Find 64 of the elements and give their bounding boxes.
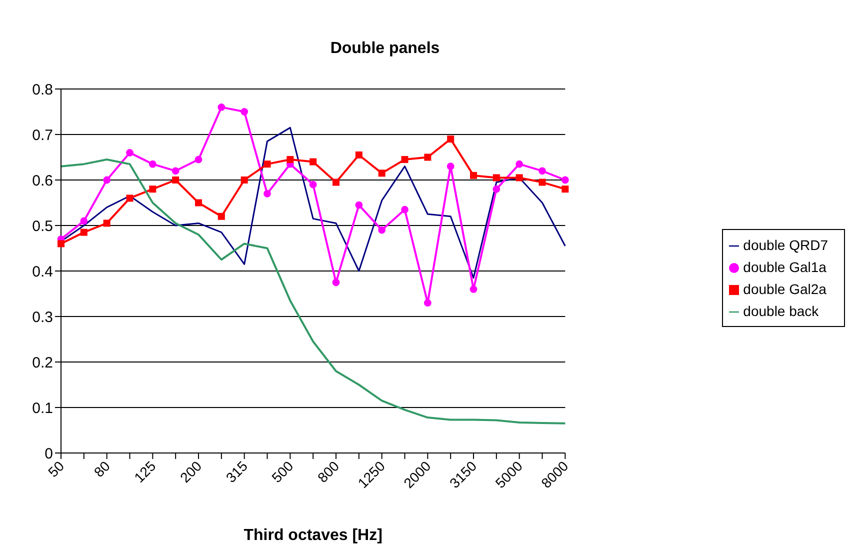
point: [516, 174, 523, 182]
point: [240, 176, 248, 184]
point: [492, 185, 500, 193]
point: [103, 176, 111, 184]
x-tick-label: 800: [314, 458, 342, 486]
point: [172, 176, 180, 184]
point: [126, 149, 134, 156]
legend-label: double Gal2a: [743, 281, 826, 297]
point: [80, 217, 88, 225]
point: [401, 156, 408, 164]
legend-label: double back: [743, 303, 819, 319]
point: [310, 158, 317, 166]
point: [492, 174, 500, 182]
legend-label: double Gal1a: [743, 259, 826, 275]
point: [446, 162, 454, 170]
point: [148, 160, 156, 168]
point: [58, 240, 64, 248]
point: [286, 156, 294, 164]
point: [470, 286, 478, 293]
x-tick-label: 315: [222, 458, 251, 486]
x-tick-label: 80: [90, 458, 114, 480]
point: [424, 299, 432, 307]
point: [194, 156, 202, 164]
x-tick-label: 500: [268, 458, 296, 486]
x-tick-label: 200: [176, 458, 205, 486]
y-tick-label: 0.6: [32, 172, 53, 190]
point: [447, 136, 454, 143]
x-axis-title: Third octaves [Hz]: [244, 527, 382, 544]
point: [218, 104, 226, 111]
point: [378, 226, 386, 234]
y-tick-label: 0.3: [32, 308, 53, 326]
point: [424, 154, 432, 161]
point: [240, 108, 248, 116]
point: [538, 178, 546, 186]
point: [470, 172, 478, 179]
point: [538, 167, 546, 175]
point: [264, 190, 271, 198]
y-tick-label: 0.5: [32, 218, 53, 235]
y-tick-label: 0.7: [32, 126, 53, 144]
y-tick-label: 0.4: [32, 263, 53, 280]
point: [355, 151, 362, 158]
point: [332, 178, 340, 186]
point: [516, 160, 524, 168]
x-tick-label: 125: [130, 458, 159, 486]
point: [195, 199, 202, 206]
y-tick-label: 0.2: [32, 354, 53, 372]
point: [561, 176, 569, 184]
point: [218, 212, 225, 220]
point: [355, 201, 363, 209]
point: [103, 220, 110, 227]
point: [309, 180, 317, 188]
point: [332, 278, 340, 286]
point: [264, 160, 271, 168]
point: [378, 170, 386, 177]
point: [80, 228, 88, 236]
point: [149, 186, 156, 193]
point: [562, 186, 569, 193]
y-tick-label: 0.8: [32, 81, 53, 98]
point: [126, 194, 134, 202]
point: [172, 167, 180, 175]
y-tick-label: 0.1: [32, 400, 53, 417]
chart-title: Double panels: [329, 40, 441, 58]
legend-label: double QRD7: [743, 237, 828, 253]
point: [401, 206, 408, 214]
